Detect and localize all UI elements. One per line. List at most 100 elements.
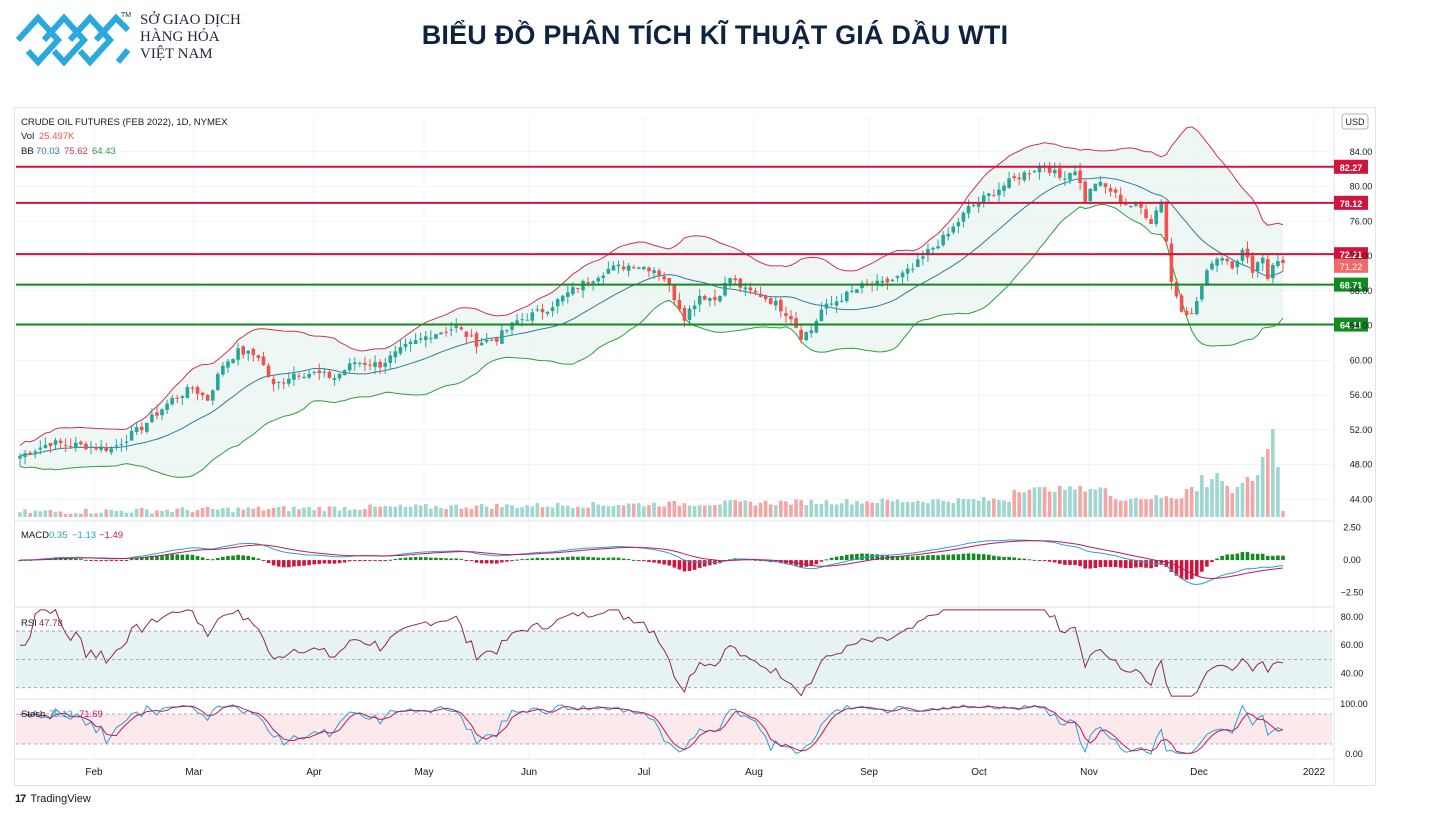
volume-bar bbox=[961, 498, 966, 517]
macd-hist-bar bbox=[408, 557, 413, 561]
candle-body bbox=[210, 390, 215, 401]
candle-body bbox=[723, 282, 727, 296]
volume-bar bbox=[1154, 495, 1158, 517]
tradingview-footer[interactable]: 17 TradingView bbox=[15, 793, 91, 805]
candle-body bbox=[576, 287, 580, 289]
candle-body bbox=[1240, 249, 1245, 261]
volume-bar bbox=[611, 506, 616, 517]
macd-hist-bar bbox=[596, 557, 601, 561]
candle-body bbox=[880, 280, 885, 283]
macd-hist-bar bbox=[68, 558, 73, 561]
candle-body bbox=[733, 278, 737, 281]
volume-bar bbox=[713, 505, 717, 517]
volume-bar bbox=[347, 510, 352, 517]
volume-bar bbox=[829, 504, 834, 517]
macd-hist-bar bbox=[540, 557, 545, 561]
candle-body bbox=[829, 303, 834, 305]
macd-hist-bar bbox=[368, 560, 372, 562]
candle-body bbox=[423, 336, 428, 341]
candle-body bbox=[292, 373, 296, 380]
macd-hist-bar bbox=[1113, 560, 1118, 568]
candle-body bbox=[373, 362, 377, 367]
candle-body bbox=[1281, 259, 1285, 264]
candle-body bbox=[814, 320, 819, 333]
macd-hist-bar bbox=[449, 558, 453, 561]
macd-hist-bar bbox=[1002, 556, 1006, 561]
volume-bar bbox=[150, 513, 154, 517]
volume-bar bbox=[626, 503, 631, 517]
volume-bar bbox=[439, 508, 443, 517]
volume-bar bbox=[631, 503, 636, 517]
candle-body bbox=[378, 361, 382, 368]
candle-body bbox=[921, 256, 925, 259]
volume-bar bbox=[1240, 483, 1245, 517]
macd-hist-bar bbox=[180, 554, 185, 561]
volume-bar bbox=[976, 500, 981, 517]
macd-hist-bar bbox=[1240, 552, 1245, 561]
price-tick: 84.00 bbox=[1350, 147, 1373, 157]
macd-hist-bar bbox=[1154, 560, 1158, 567]
volume-bar bbox=[748, 501, 753, 517]
macd-hist-bar bbox=[1134, 560, 1138, 568]
volume-bar bbox=[505, 504, 509, 517]
volume-bar bbox=[1250, 481, 1255, 517]
volume-bar bbox=[1215, 473, 1219, 517]
volume-bar bbox=[129, 512, 134, 517]
candle-body bbox=[824, 303, 829, 309]
price-tick: 80.00 bbox=[1350, 182, 1373, 192]
time-tick: Nov bbox=[1080, 767, 1098, 778]
candle-body bbox=[1078, 170, 1082, 184]
logo-line-3: VIỆT NAM bbox=[140, 46, 213, 62]
volume-bar bbox=[1205, 487, 1209, 517]
price-tick: 76.00 bbox=[1350, 216, 1373, 226]
macd-hist-bar bbox=[1098, 560, 1103, 568]
candle-body bbox=[1154, 210, 1158, 225]
candle-body bbox=[368, 364, 372, 366]
candle-body bbox=[1245, 248, 1250, 258]
volume-bar bbox=[276, 507, 281, 517]
candle-body bbox=[43, 444, 48, 449]
tradingview-chart[interactable]: 82.27 78.12 72.21 68.71 64.11 71.22 84.00 80.0… bbox=[14, 107, 1376, 787]
candle-body bbox=[941, 234, 945, 246]
macd-hist-bar bbox=[921, 555, 925, 561]
candle-body bbox=[773, 300, 778, 306]
macd-hist-bar bbox=[109, 560, 114, 562]
bb-basis-line bbox=[19, 177, 1284, 457]
volume-bar bbox=[1225, 486, 1230, 517]
volume-bar bbox=[702, 505, 707, 517]
chart-panel[interactable]: 82.27 78.12 72.21 68.71 64.11 71.22 84.00 80.0… bbox=[14, 107, 1376, 787]
currency-badge[interactable]: USD bbox=[1341, 113, 1369, 130]
logo-text: SỞ GIAO DỊCH HÀNG HÓA VIỆT NAM bbox=[140, 12, 241, 63]
volume-bar bbox=[1235, 487, 1240, 517]
volume-bar bbox=[956, 498, 961, 517]
candle-body bbox=[28, 452, 32, 455]
candle-body bbox=[358, 363, 362, 365]
volume-bar bbox=[205, 506, 210, 517]
macd-hist-bar bbox=[1047, 560, 1052, 562]
candle-body bbox=[804, 332, 809, 341]
grid-lines bbox=[14, 107, 1335, 785]
macd-hist-bar bbox=[647, 560, 651, 563]
candle-body bbox=[1220, 258, 1224, 261]
candle-body bbox=[33, 451, 38, 453]
macd-hist-bar bbox=[464, 560, 469, 562]
macd-hist-bar bbox=[1037, 560, 1042, 562]
macd-hist-bar bbox=[637, 560, 641, 562]
macd-hist-bar bbox=[73, 558, 78, 561]
candle-body bbox=[332, 378, 337, 380]
price-tick: 56.00 bbox=[1350, 390, 1373, 400]
macd-hist-bar bbox=[378, 560, 382, 562]
volume-bar bbox=[48, 510, 53, 517]
candle-body bbox=[1088, 188, 1093, 201]
candle-body bbox=[195, 387, 200, 394]
candle-body bbox=[1260, 257, 1265, 264]
candle-body bbox=[241, 346, 245, 355]
macd-hist-bar bbox=[99, 560, 103, 562]
candle-body bbox=[216, 374, 220, 391]
volume-bar bbox=[1108, 495, 1113, 517]
volume-bar bbox=[1052, 491, 1057, 517]
candle-body bbox=[145, 422, 149, 432]
volume-bar bbox=[352, 509, 357, 517]
macd-hist-bar bbox=[1068, 560, 1072, 566]
candle-body bbox=[1189, 313, 1194, 315]
